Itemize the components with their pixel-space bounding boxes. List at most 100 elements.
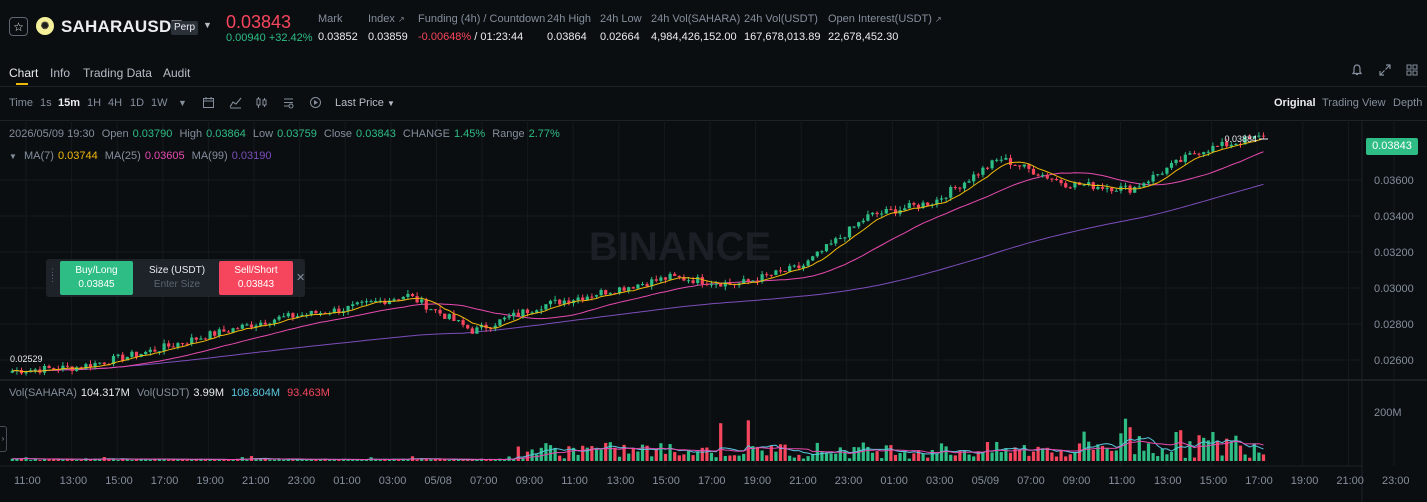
- close-icon[interactable]: ✕: [296, 272, 306, 284]
- volume-bar: [337, 460, 341, 461]
- volume-bar: [167, 459, 171, 461]
- size-input[interactable]: Size (USDT) Enter Size: [137, 261, 217, 295]
- candle-body: [631, 287, 635, 289]
- stat-index[interactable]: Index ↗ 0.03859: [368, 13, 408, 43]
- last-price: 0.03843: [226, 12, 292, 32]
- chart-settings-icon[interactable]: [282, 96, 295, 112]
- symbol-name[interactable]: SAHARAUSDT: [61, 17, 182, 36]
- candle-body: [268, 323, 272, 325]
- ticker-bar: ☆ ✺ SAHARAUSDT Perp ▼ 0.03843 0.00940 +3…: [0, 0, 1427, 54]
- tab-info[interactable]: Info: [50, 66, 71, 80]
- candle-type-icon[interactable]: [255, 96, 268, 112]
- volume-bar: [148, 459, 152, 461]
- external-link-icon[interactable]: ↗: [397, 15, 405, 24]
- volume-bar: [544, 443, 548, 461]
- volume-bar: [686, 449, 691, 461]
- candle-body: [622, 287, 626, 291]
- favorite-star-icon[interactable]: ☆: [9, 17, 28, 36]
- candle-body: [613, 293, 617, 295]
- volume-bar: [286, 459, 290, 461]
- candle-body: [61, 365, 65, 371]
- volume-bar: [967, 454, 971, 461]
- bell-icon[interactable]: [1350, 63, 1364, 77]
- stat-mark: Mark 0.03852: [318, 13, 358, 43]
- volume-bar: [93, 458, 97, 461]
- volume-bar: [663, 453, 668, 461]
- candle-body: [130, 351, 134, 357]
- volume-bar: [778, 444, 783, 461]
- volume-bar: [125, 458, 129, 461]
- time-axis-label: 17:00: [1245, 475, 1273, 487]
- interval-1d[interactable]: 1D: [130, 97, 145, 109]
- interval-1s[interactable]: 1s: [40, 97, 52, 109]
- candle-body: [1073, 182, 1077, 188]
- volume-bar: [1008, 452, 1013, 461]
- view-depth[interactable]: Depth: [1393, 97, 1423, 109]
- quick-trade-widget: ⋮ ⋮ Buy/Long 0.03845 Size (USDT) Enter Si…: [46, 259, 305, 297]
- volume-bar: [415, 459, 419, 461]
- candle-body: [332, 308, 336, 314]
- vol-base-label: Vol(SAHARA): [9, 387, 77, 399]
- interval-15m[interactable]: 15m: [58, 97, 81, 109]
- symbol-dropdown-icon[interactable]: ▼: [203, 20, 212, 30]
- grid-layout-icon[interactable]: [1405, 63, 1419, 77]
- volume-bar: [272, 459, 277, 461]
- close-label: Close: [323, 128, 353, 140]
- volume-bar: [691, 455, 695, 461]
- tab-chart[interactable]: Chart: [9, 66, 39, 80]
- stat-open-interest[interactable]: Open Interest(USDT) ↗ 22,678,452.30: [828, 13, 942, 43]
- candle-body: [213, 331, 217, 336]
- expand-panel-icon[interactable]: ›: [0, 426, 7, 452]
- volume-bar: [19, 458, 24, 461]
- view-original[interactable]: Original: [1274, 97, 1316, 109]
- funding-separator: /: [471, 31, 481, 43]
- interval-4h[interactable]: 4H: [108, 97, 123, 109]
- volume-bar: [981, 451, 985, 461]
- candlestick-chart[interactable]: BINANCE 0.03600 0.03400 0.03200 0.03000 0.02…: [0, 120, 1427, 502]
- volume-bar: [700, 447, 704, 461]
- size-placeholder[interactable]: Enter Size: [153, 279, 201, 290]
- candle-body: [521, 309, 525, 317]
- view-trading-view[interactable]: Trading View: [1322, 97, 1386, 109]
- volume-bar: [443, 459, 447, 461]
- candle-body: [231, 328, 235, 333]
- tab-trading-data[interactable]: Trading Data: [83, 66, 152, 80]
- volume-bar: [806, 456, 810, 461]
- price-axis-label: 0.03400: [1374, 211, 1414, 223]
- indicator-icon[interactable]: [229, 96, 242, 112]
- stat-value: -0.00648% / 01:23:44: [418, 31, 545, 43]
- volume-bar: [1234, 435, 1238, 461]
- candle-body: [1068, 187, 1072, 189]
- volume-bar: [893, 454, 898, 461]
- candle-body: [378, 300, 382, 302]
- volume-bar: [341, 458, 346, 461]
- buy-long-button[interactable]: Buy/Long 0.03845: [60, 261, 133, 295]
- stat-24h-vol-base: 24h Vol(SAHARA) 4,984,426,152.00: [651, 13, 740, 43]
- calendar-icon[interactable]: [202, 96, 215, 112]
- candle-body: [383, 300, 387, 304]
- candle-body: [1022, 164, 1026, 167]
- stat-label: 24h High: [547, 13, 592, 25]
- candle-body: [102, 362, 106, 365]
- time-axis-label: 23:00: [287, 475, 316, 487]
- sell-short-button[interactable]: Sell/Short 0.03843: [219, 261, 293, 295]
- interval-1h[interactable]: 1H: [87, 97, 102, 109]
- replay-icon[interactable]: [309, 96, 322, 112]
- interval-1w[interactable]: 1W: [151, 97, 168, 109]
- volume-bar: [282, 459, 286, 461]
- vol-quote-label: Vol(USDT): [136, 387, 190, 399]
- more-intervals-icon[interactable]: ▼: [178, 98, 187, 108]
- volume-bar: [447, 459, 451, 461]
- candle-body: [709, 284, 714, 286]
- candle-body: [254, 325, 258, 328]
- volume-bar: [470, 459, 474, 461]
- volume-bar: [1068, 454, 1072, 461]
- price-type-select[interactable]: Last Price ▼: [335, 97, 395, 109]
- time-label: Time: [9, 97, 34, 109]
- external-link-icon[interactable]: ↗: [934, 15, 942, 24]
- tab-audit[interactable]: Audit: [163, 66, 191, 80]
- collapse-icon[interactable]: ▼: [9, 152, 17, 161]
- drag-handle-icon[interactable]: ⋮ ⋮: [48, 267, 57, 283]
- expand-icon[interactable]: [1378, 63, 1392, 77]
- volume-bar: [176, 459, 180, 461]
